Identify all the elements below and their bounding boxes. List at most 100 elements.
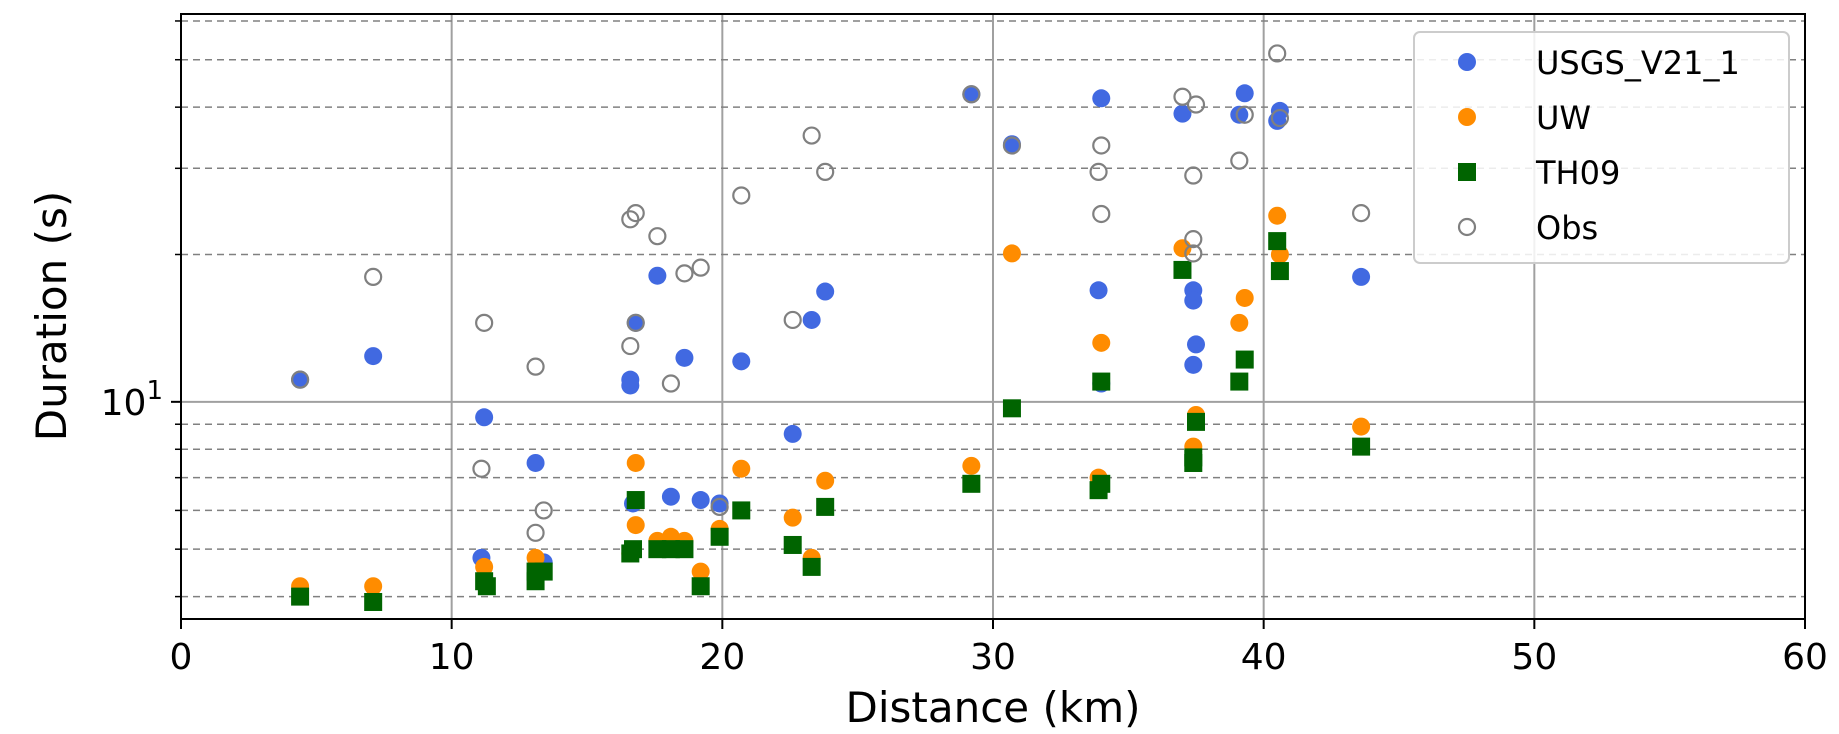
data-point-usgs-v21-1 (648, 266, 667, 285)
y-axis-label: Duration (s) (27, 191, 76, 441)
legend-label-uw: UW (1536, 99, 1591, 137)
data-point-uw (1230, 313, 1249, 332)
data-point-uw (783, 508, 802, 527)
data-point-uw (626, 516, 645, 535)
y-tick-label: 101 (101, 376, 163, 424)
data-point-th09 (624, 540, 643, 559)
legend-marker-usgs-v21-1 (1458, 53, 1476, 71)
data-point-uw (1235, 288, 1254, 307)
data-point-uw (732, 459, 751, 478)
data-point-th09 (1235, 350, 1254, 369)
data-point-th09 (626, 491, 645, 510)
data-point-uw (1092, 333, 1111, 352)
data-point-th09 (1270, 262, 1289, 281)
data-point-usgs-v21-1 (1089, 281, 1108, 300)
data-point-usgs-v21-1 (1235, 84, 1254, 103)
data-point-uw (816, 471, 835, 490)
data-point-obs (1089, 162, 1108, 181)
data-point-th09 (816, 497, 835, 516)
legend-label-usgs-v21-1: USGS_V21_1 (1536, 44, 1740, 82)
data-point-th09 (675, 540, 694, 559)
data-point-uw (691, 562, 710, 581)
data-point-th09 (691, 577, 710, 596)
data-point-th09 (477, 577, 496, 596)
data-point-th09 (648, 540, 667, 559)
legend-label-obs: Obs (1536, 209, 1598, 247)
data-point-usgs-v21-1 (783, 424, 802, 443)
data-point-obs (675, 264, 694, 283)
data-point-usgs-v21-1 (1184, 291, 1203, 310)
data-point-obs (290, 370, 310, 389)
data-point-th09 (1187, 412, 1205, 431)
data-point-uw (1352, 417, 1371, 436)
legend: USGS_V21_1 UW TH09 Obs (1413, 31, 1790, 264)
axis-ticks: 0 10 20 30 40 50 60 101 (101, 20, 1828, 678)
data-point-obs (621, 336, 640, 356)
data-point-usgs-v21-1 (626, 313, 645, 332)
data-point-uw (1268, 206, 1287, 225)
data-point-obs (1173, 87, 1192, 106)
data-point-obs (621, 210, 640, 229)
data-point-obs (1184, 244, 1203, 263)
data-point-th09 (364, 592, 383, 611)
data-point-usgs-v21-1 (710, 494, 729, 513)
data-point-obs (962, 85, 981, 104)
x-tick-label: 40 (1241, 637, 1287, 678)
data-point-obs (1184, 230, 1203, 249)
data-point-usgs-v21-1 (816, 282, 835, 301)
data-point-usgs-v21-1 (1187, 335, 1205, 354)
data-point-th09 (1352, 437, 1371, 456)
data-point-obs (626, 203, 645, 223)
legend-marker-uw (1458, 108, 1476, 126)
data-point-usgs-v21-1 (732, 352, 751, 371)
data-point-obs (526, 523, 545, 542)
data-point-obs (526, 357, 545, 376)
data-point-obs (802, 126, 821, 145)
data-point-obs (626, 313, 645, 332)
data-point-obs (1230, 151, 1249, 170)
data-point-th09 (534, 562, 553, 581)
data-point-th09 (1092, 474, 1111, 493)
data-point-obs (1002, 136, 1022, 155)
data-point-usgs-v21-1 (962, 85, 981, 104)
data-point-obs (732, 186, 751, 205)
data-point-th09 (1002, 399, 1021, 418)
x-tick-label: 60 (1782, 637, 1828, 678)
data-point-obs (1184, 166, 1203, 185)
data-point-usgs-v21-1 (475, 408, 494, 427)
data-point-th09 (962, 474, 981, 493)
data-point-uw (626, 453, 645, 472)
data-point-usgs-v21-1 (291, 370, 310, 389)
data-point-obs (1186, 95, 1206, 114)
data-point-usgs-v21-1 (1173, 104, 1192, 123)
data-point-th09 (783, 535, 802, 554)
data-point-obs (472, 459, 491, 478)
data-point-usgs-v21-1 (1352, 267, 1371, 286)
data-point-th09 (1092, 372, 1111, 391)
data-point-obs (1270, 108, 1290, 128)
data-point-obs (816, 162, 835, 181)
data-point-obs (648, 227, 667, 246)
data-point-th09 (1268, 232, 1287, 251)
legend-marker-obs (1457, 217, 1477, 237)
data-point-uw (1002, 244, 1021, 263)
data-point-obs (783, 310, 802, 330)
data-point-usgs-v21-1 (802, 310, 821, 329)
data-point-th09 (661, 540, 680, 559)
legend-box (1413, 31, 1790, 264)
data-point-th09 (1173, 260, 1192, 279)
data-point-th09 (1184, 448, 1203, 467)
data-point-usgs-v21-1 (1184, 355, 1203, 374)
data-point-th09 (710, 527, 729, 546)
data-point-obs (364, 267, 383, 286)
x-tick-label: 50 (1511, 637, 1557, 678)
x-tick-label: 20 (699, 637, 745, 678)
data-point-usgs-v21-1 (526, 453, 545, 472)
data-point-obs (661, 374, 681, 393)
data-point-usgs-v21-1 (621, 370, 640, 389)
x-tick-label: 0 (170, 637, 193, 678)
data-point-th09 (802, 557, 821, 576)
data-point-uw (962, 456, 981, 475)
data-point-usgs-v21-1 (364, 347, 383, 366)
